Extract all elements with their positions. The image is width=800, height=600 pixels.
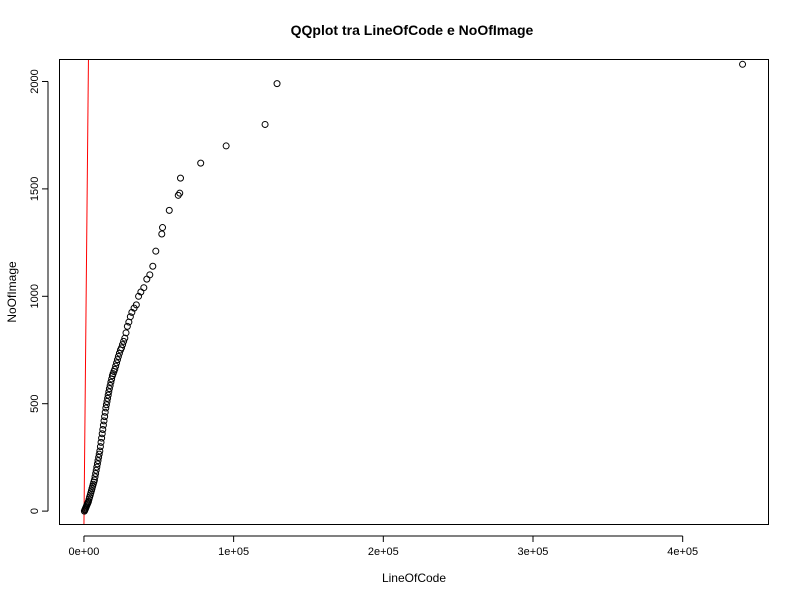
y-tick-label: 1000 xyxy=(29,284,41,308)
y-axis-label: NoOfImage xyxy=(5,261,19,323)
data-point xyxy=(101,408,109,416)
data-point xyxy=(176,174,184,182)
data-point xyxy=(158,230,166,238)
y-tick-label: 1500 xyxy=(29,177,41,201)
data-point xyxy=(126,313,134,321)
data-point xyxy=(197,159,205,167)
x-axis-label: LineOfCode xyxy=(382,571,446,585)
data-point xyxy=(159,224,167,232)
data-point xyxy=(106,381,114,389)
data-point xyxy=(119,341,127,349)
data-point xyxy=(113,359,121,367)
x-tick-label: 4e+05 xyxy=(667,546,698,558)
data-point xyxy=(104,394,112,402)
data-point xyxy=(90,476,98,484)
data-point xyxy=(128,308,136,316)
data-point xyxy=(105,388,113,396)
data-point xyxy=(95,453,103,461)
data-point xyxy=(93,460,101,468)
data-point xyxy=(111,365,119,373)
data-point xyxy=(143,275,151,283)
data-point xyxy=(135,292,143,300)
y-axis: 0 500 1000 1500 2000 xyxy=(29,69,49,514)
data-point xyxy=(222,142,230,150)
reference-line xyxy=(83,59,89,525)
data-point xyxy=(93,463,101,471)
data-point xyxy=(98,434,106,442)
data-point xyxy=(102,401,110,409)
data-point xyxy=(92,470,100,478)
data-point xyxy=(273,80,281,88)
x-tick-label: 0e+00 xyxy=(68,546,99,558)
data-point xyxy=(122,329,130,337)
y-tick-label: 500 xyxy=(29,395,41,413)
data-point xyxy=(99,421,107,429)
data-point xyxy=(96,447,104,455)
qq-reference-line xyxy=(83,59,89,525)
data-point xyxy=(95,450,103,458)
data-points xyxy=(80,60,747,515)
data-point xyxy=(91,473,99,481)
chart-title: QQplot tra LineOfCode e NoOfImage xyxy=(291,22,534,38)
data-point xyxy=(174,191,182,199)
data-point xyxy=(100,417,108,425)
data-point xyxy=(99,425,107,433)
x-axis: 0e+00 1e+05 2e+05 3e+05 4e+05 xyxy=(68,535,698,558)
data-point xyxy=(103,398,111,406)
data-point xyxy=(114,352,122,360)
data-point xyxy=(165,206,173,214)
data-point xyxy=(261,120,269,128)
data-point xyxy=(97,438,105,446)
x-tick-label: 2e+05 xyxy=(368,546,399,558)
data-point xyxy=(98,430,106,438)
data-point xyxy=(123,322,131,330)
data-point xyxy=(739,60,747,68)
data-point xyxy=(118,344,126,352)
data-point xyxy=(101,413,109,421)
data-point xyxy=(140,284,148,292)
data-point xyxy=(107,378,115,386)
data-point xyxy=(113,356,121,364)
data-point xyxy=(146,271,154,279)
data-point xyxy=(132,301,140,309)
data-point xyxy=(120,337,128,345)
data-point xyxy=(149,262,157,270)
data-point xyxy=(94,457,102,465)
data-point xyxy=(176,189,184,197)
x-tick-label: 1e+05 xyxy=(218,546,249,558)
data-point xyxy=(104,391,112,399)
data-point xyxy=(105,385,113,393)
y-tick-label: 0 xyxy=(29,508,41,514)
plot-area-border xyxy=(59,59,769,525)
y-tick-label: 2000 xyxy=(29,69,41,93)
data-point xyxy=(102,404,110,412)
data-point xyxy=(112,362,120,370)
data-point xyxy=(152,247,160,255)
data-point xyxy=(96,443,104,451)
x-tick-label: 3e+05 xyxy=(518,546,549,558)
data-point xyxy=(92,466,100,474)
